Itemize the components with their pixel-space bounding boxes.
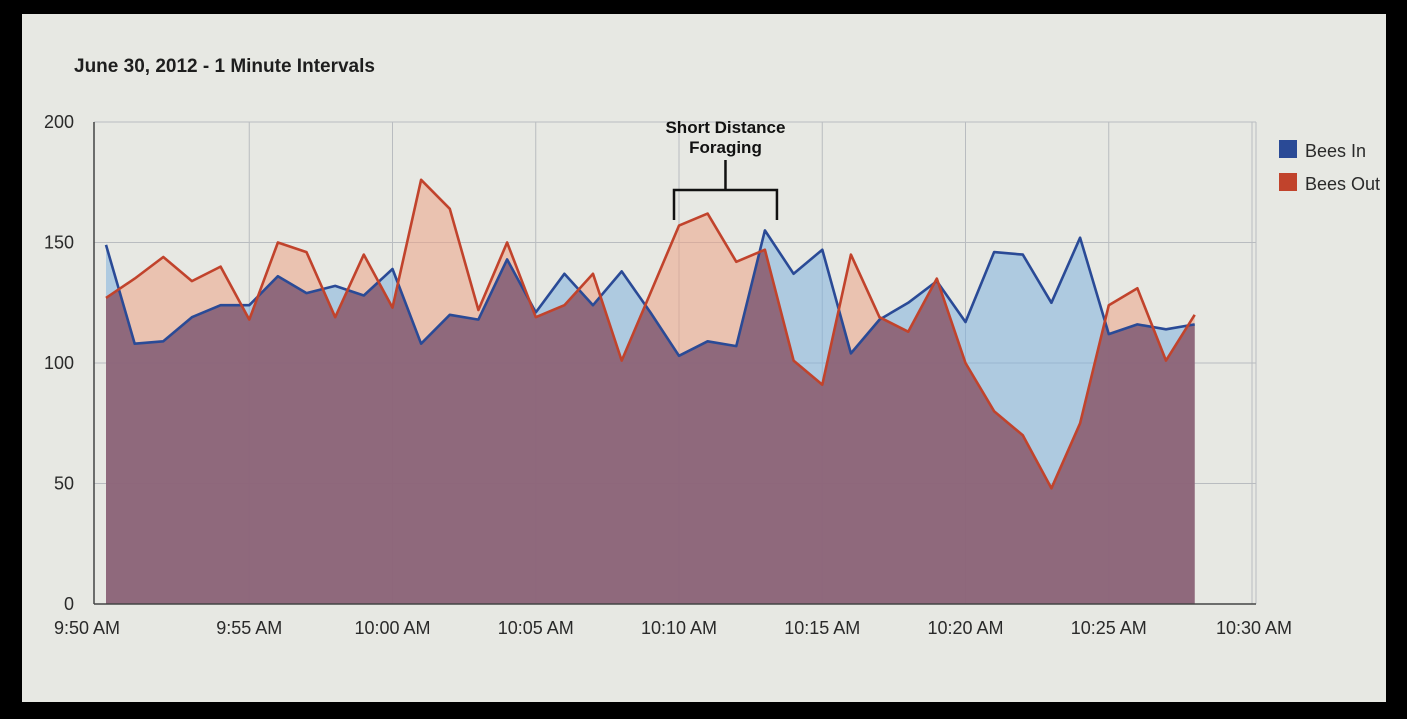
x-tick-label: 10:30 AM [1216, 618, 1292, 638]
x-tick-label: 9:50 AM [54, 618, 120, 638]
line-bees-in [104, 229, 1195, 358]
x-axis-ticks: 9:50 AM 9:55 AM 10:00 AM 10:05 AM 10:10 AM 10… [54, 618, 1292, 638]
annotation-bracket [672, 160, 779, 220]
y-tick-label: 150 [44, 233, 74, 253]
x-tick-label: 10:25 AM [1071, 618, 1147, 638]
x-tick-label: 10:15 AM [784, 618, 860, 638]
legend-label-bees-in: Bees In [1305, 141, 1366, 161]
legend-label-bees-out: Bees Out [1305, 174, 1380, 194]
area-overlap [106, 249, 1195, 604]
annotation-text-line1: Short Distance [665, 118, 785, 137]
y-tick-label: 100 [44, 353, 74, 373]
axes [93, 122, 1256, 605]
x-tick-label: 10:20 AM [927, 618, 1003, 638]
y-axis-ticks: 0 50 100 150 200 [44, 112, 74, 614]
legend: Bees In Bees Out [1279, 140, 1380, 194]
y-tick-label: 50 [54, 474, 74, 494]
line-bees-out [105, 178, 1196, 490]
chart-title: June 30, 2012 - 1 Minute Intervals [74, 56, 375, 77]
x-tick-label: 9:55 AM [216, 618, 282, 638]
y-tick-label: 200 [44, 112, 74, 132]
annotation-text-line2: Foraging [689, 138, 762, 157]
legend-swatch-bees-in [1279, 140, 1297, 158]
x-tick-label: 10:00 AM [354, 618, 430, 638]
x-tick-label: 10:05 AM [498, 618, 574, 638]
legend-swatch-bees-out [1279, 173, 1297, 191]
x-tick-label: 10:10 AM [641, 618, 717, 638]
series-lines [104, 178, 1196, 490]
series-areas [106, 179, 1195, 605]
y-tick-label: 0 [64, 594, 74, 614]
annotation: Short Distance Foraging [665, 118, 785, 220]
